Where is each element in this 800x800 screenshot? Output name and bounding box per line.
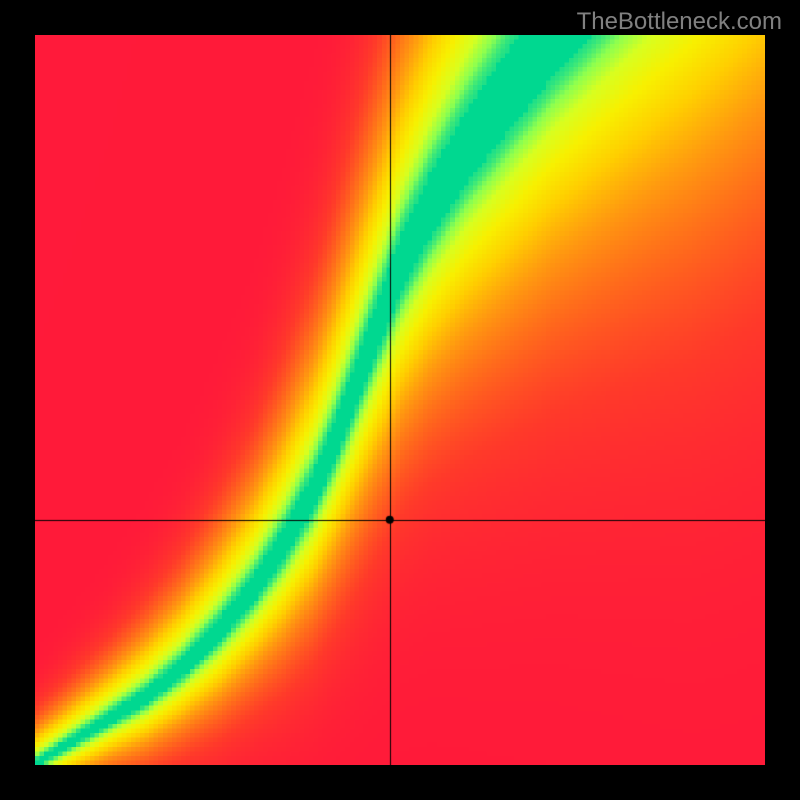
- chart-container: TheBottleneck.com: [0, 0, 800, 800]
- crosshair-overlay: [35, 35, 765, 765]
- watermark-text: TheBottleneck.com: [577, 8, 782, 36]
